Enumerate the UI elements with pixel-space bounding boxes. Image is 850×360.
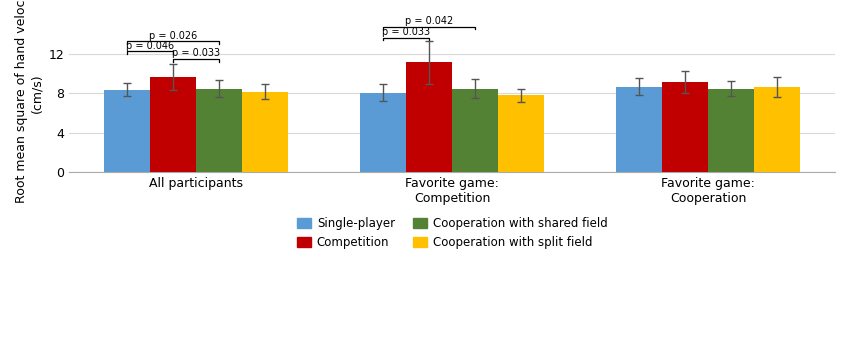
Text: p = 0.046: p = 0.046 — [126, 41, 174, 51]
Text: p = 0.042: p = 0.042 — [405, 16, 453, 26]
Bar — [498, 95, 544, 172]
Bar — [616, 87, 662, 172]
Legend: Single-player, Competition, Cooperation with shared field, Cooperation with spli: Single-player, Competition, Cooperation … — [292, 212, 612, 254]
Text: p = 0.033: p = 0.033 — [172, 49, 220, 58]
Bar — [360, 93, 406, 172]
Bar — [150, 77, 196, 172]
Text: p = 0.026: p = 0.026 — [149, 31, 197, 41]
Bar — [242, 91, 288, 172]
Bar — [196, 89, 242, 172]
Bar — [406, 62, 452, 172]
Y-axis label: Root mean square of hand velocity
(cm/s): Root mean square of hand velocity (cm/s) — [15, 0, 43, 203]
Bar — [104, 90, 150, 172]
Bar — [754, 87, 800, 172]
Text: p = 0.033: p = 0.033 — [382, 27, 430, 37]
Bar — [452, 89, 498, 172]
Bar — [708, 89, 754, 172]
Bar — [662, 82, 708, 172]
